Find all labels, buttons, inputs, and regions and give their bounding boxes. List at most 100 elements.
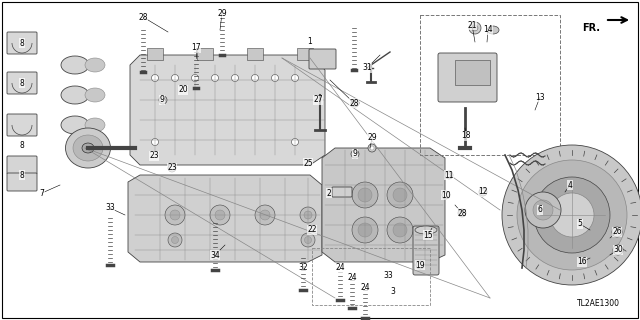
Circle shape (291, 75, 298, 82)
Circle shape (168, 233, 182, 247)
Circle shape (533, 200, 553, 220)
Ellipse shape (85, 118, 105, 132)
Text: 34: 34 (210, 251, 220, 260)
Ellipse shape (487, 26, 499, 34)
FancyBboxPatch shape (309, 49, 336, 69)
FancyBboxPatch shape (7, 32, 37, 54)
FancyBboxPatch shape (7, 72, 37, 94)
Circle shape (170, 210, 180, 220)
Text: 5: 5 (577, 220, 582, 228)
Circle shape (442, 191, 450, 199)
Ellipse shape (415, 226, 437, 234)
Text: 21: 21 (467, 20, 477, 29)
Circle shape (517, 160, 627, 270)
Polygon shape (455, 60, 490, 85)
Text: 17: 17 (191, 44, 201, 52)
Circle shape (460, 211, 464, 215)
Text: 28: 28 (349, 99, 359, 108)
Text: 13: 13 (535, 92, 545, 101)
Circle shape (271, 75, 278, 82)
Circle shape (370, 146, 374, 150)
Circle shape (613, 245, 623, 255)
Text: 18: 18 (461, 132, 471, 140)
Circle shape (458, 209, 466, 217)
Text: 30: 30 (613, 245, 623, 254)
Circle shape (358, 188, 372, 202)
FancyBboxPatch shape (7, 114, 37, 136)
Circle shape (172, 75, 179, 82)
Circle shape (232, 75, 239, 82)
Text: 27: 27 (313, 95, 323, 105)
Circle shape (550, 193, 594, 237)
Circle shape (168, 164, 176, 172)
Text: FR.: FR. (582, 23, 600, 33)
Text: 9: 9 (353, 149, 357, 158)
Circle shape (502, 145, 640, 285)
Text: 20: 20 (178, 85, 188, 94)
Text: 3: 3 (390, 286, 396, 295)
Circle shape (304, 211, 312, 219)
Circle shape (255, 205, 275, 225)
Circle shape (393, 223, 407, 237)
Circle shape (301, 233, 315, 247)
Circle shape (353, 152, 357, 156)
Text: 31: 31 (362, 63, 372, 73)
Text: 22: 22 (307, 226, 317, 235)
FancyBboxPatch shape (438, 53, 497, 102)
Ellipse shape (65, 128, 111, 168)
Circle shape (358, 223, 372, 237)
Text: 15: 15 (423, 230, 433, 239)
Circle shape (416, 261, 424, 269)
FancyBboxPatch shape (7, 173, 37, 191)
Circle shape (534, 177, 610, 253)
Text: 32: 32 (298, 263, 308, 273)
Circle shape (152, 139, 159, 146)
Text: 1: 1 (308, 37, 312, 46)
Text: 24: 24 (347, 274, 357, 283)
Text: 7: 7 (40, 188, 44, 197)
Text: 8: 8 (20, 38, 24, 47)
FancyBboxPatch shape (7, 156, 37, 174)
Circle shape (159, 96, 167, 104)
Ellipse shape (85, 88, 105, 102)
Circle shape (368, 144, 376, 152)
Text: 19: 19 (415, 260, 425, 269)
Ellipse shape (61, 116, 89, 134)
Text: TL2AE1300: TL2AE1300 (577, 299, 620, 308)
Circle shape (481, 190, 485, 194)
Circle shape (353, 101, 357, 105)
Text: 29: 29 (367, 133, 377, 142)
Ellipse shape (82, 143, 94, 153)
Ellipse shape (85, 58, 105, 72)
Text: 6: 6 (538, 205, 543, 214)
Circle shape (387, 217, 413, 243)
Text: 25: 25 (303, 158, 313, 167)
Bar (197, 48, 213, 60)
Circle shape (472, 25, 478, 31)
Circle shape (210, 205, 230, 225)
Text: 23: 23 (149, 151, 159, 161)
Text: 2: 2 (326, 188, 332, 197)
Circle shape (418, 263, 422, 267)
Text: 24: 24 (335, 263, 345, 273)
Text: 28: 28 (138, 12, 148, 21)
Circle shape (165, 205, 185, 225)
Circle shape (260, 210, 270, 220)
Text: 12: 12 (478, 188, 488, 196)
Circle shape (445, 171, 453, 179)
Circle shape (152, 75, 159, 82)
Circle shape (191, 75, 198, 82)
Circle shape (305, 236, 312, 244)
Text: 10: 10 (441, 190, 451, 199)
Bar (247, 48, 263, 60)
Text: 26: 26 (612, 228, 622, 236)
Circle shape (612, 227, 622, 237)
Circle shape (252, 75, 259, 82)
Text: 9: 9 (159, 95, 164, 105)
Ellipse shape (61, 86, 89, 104)
Circle shape (525, 192, 561, 228)
Circle shape (172, 236, 179, 244)
Text: 4: 4 (568, 180, 572, 189)
Circle shape (291, 139, 298, 146)
Text: 24: 24 (360, 283, 370, 292)
